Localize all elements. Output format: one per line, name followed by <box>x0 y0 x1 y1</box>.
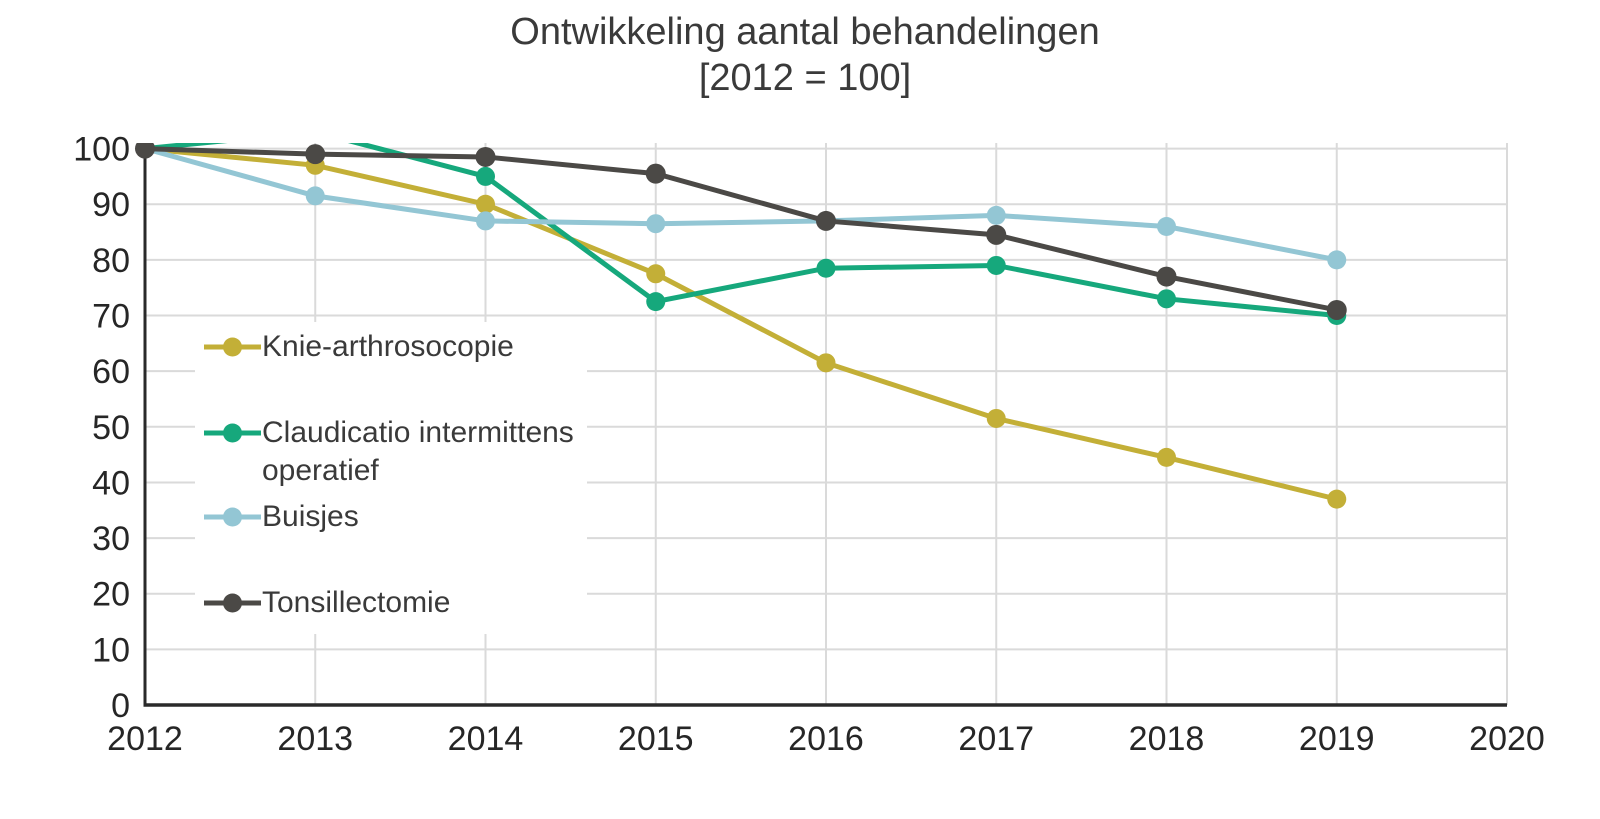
legend-key-line-icon <box>204 507 261 527</box>
data-point <box>1157 447 1176 467</box>
chart-title-line2: [2012 = 100] <box>698 57 912 99</box>
y-tick-label-0: 0 <box>111 687 130 725</box>
x-tick-label-2013: 2013 <box>277 720 353 758</box>
y-tick-label-90: 90 <box>92 186 130 224</box>
data-point <box>306 122 325 141</box>
data-point <box>135 143 155 159</box>
chart-title-line1: Ontwikkeling aantal behandelingen <box>510 11 1100 53</box>
legend-key-dot <box>223 507 242 527</box>
legend-key-line-icon <box>204 423 261 443</box>
data-point <box>475 146 496 167</box>
data-point <box>986 224 1007 245</box>
x-tick-label-2015: 2015 <box>618 720 694 758</box>
data-point <box>1157 289 1176 309</box>
y-tick-label-20: 20 <box>92 576 130 614</box>
legend-label: Tonsillectomie <box>262 586 451 619</box>
y-tick-label-80: 80 <box>92 242 130 280</box>
legend-item-claudicatio-intermittens-operatief: Claudicatio intermittens operatief <box>204 414 584 490</box>
data-point <box>305 144 326 165</box>
legend-key-dot <box>223 337 242 357</box>
data-point <box>1327 250 1347 270</box>
y-tick-label-70: 70 <box>92 298 130 336</box>
legend-key-line-icon <box>204 337 261 357</box>
legend-label: Buisjes <box>262 500 359 533</box>
legend-key-dot <box>223 593 242 613</box>
series-tonsillectomie <box>135 143 1347 320</box>
data-point <box>476 211 495 231</box>
data-point <box>816 258 836 278</box>
x-axis-labels: 2012 2013 2014 2015 2016 2017 2018 2019 2020 <box>107 720 1545 758</box>
series-line <box>144 146 1338 313</box>
series-buisjes <box>135 143 1347 270</box>
y-tick-label-40: 40 <box>92 464 130 502</box>
data-point <box>305 186 325 206</box>
x-tick-label-2019: 2019 <box>1299 720 1375 758</box>
data-point <box>986 408 1006 428</box>
legend-item-tonsillectomie: Tonsillectomie <box>204 584 450 622</box>
legend-item-knie-arthrosocopie: Knie-arthrosocopie <box>204 328 514 366</box>
x-tick-label-2012: 2012 <box>107 720 183 758</box>
data-point <box>646 214 666 234</box>
data-point <box>986 205 1006 225</box>
y-axis-labels: 0 10 20 30 40 50 60 70 80 90 100 <box>73 131 130 725</box>
data-point <box>1157 216 1176 236</box>
data-point <box>1326 299 1347 320</box>
series-line <box>144 146 1338 263</box>
series-group <box>135 122 1347 509</box>
data-point <box>476 166 495 186</box>
y-tick-label-50: 50 <box>92 409 130 447</box>
x-tick-label-2017: 2017 <box>958 720 1034 758</box>
series-line <box>144 146 1338 502</box>
data-point <box>646 264 666 284</box>
legend-label: Knie-arthrosocopie <box>262 330 514 363</box>
data-point <box>646 292 666 312</box>
y-tick-label-10: 10 <box>92 631 130 669</box>
data-point <box>1156 266 1177 287</box>
x-tick-label-2020: 2020 <box>1469 720 1545 758</box>
x-tick-label-2018: 2018 <box>1129 720 1205 758</box>
chart-legend: Knie-arthrosocopie Claudicatio intermitte… <box>195 322 587 634</box>
axes <box>143 145 1507 707</box>
y-tick-label-30: 30 <box>92 520 130 558</box>
data-point <box>476 194 495 214</box>
legend-key-dot <box>223 423 242 443</box>
y-tick-label-100: 100 <box>73 131 130 169</box>
data-point <box>986 255 1006 275</box>
legend-item-buisjes: Buisjes <box>204 498 359 536</box>
y-tick-label-60: 60 <box>92 353 130 391</box>
data-point <box>1327 489 1347 509</box>
x-tick-label-2016: 2016 <box>788 720 864 758</box>
chart-title: Ontwikkeling aantal behandelingen [2012 … <box>5 8 1600 100</box>
data-point <box>816 210 836 231</box>
legend-label: Claudicatio intermittens operatief <box>262 416 574 487</box>
series-line <box>144 143 1337 319</box>
data-point <box>816 353 836 373</box>
data-point <box>645 163 666 184</box>
x-tick-label-2014: 2014 <box>448 720 524 758</box>
legend-key-line-icon <box>204 593 261 613</box>
